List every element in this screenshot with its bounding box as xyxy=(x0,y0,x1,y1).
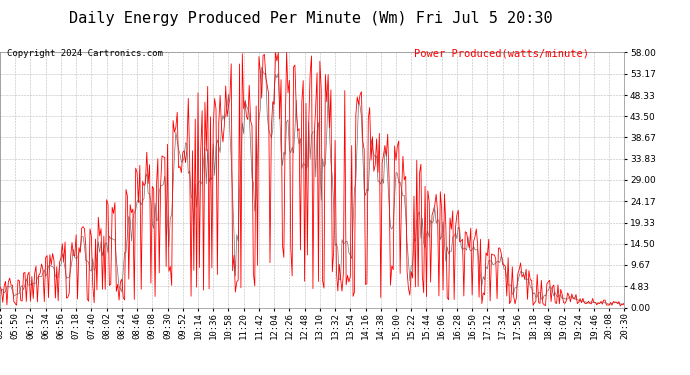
Text: Daily Energy Produced Per Minute (Wm) Fri Jul 5 20:30: Daily Energy Produced Per Minute (Wm) Fr… xyxy=(69,11,552,26)
Text: Copyright 2024 Cartronics.com: Copyright 2024 Cartronics.com xyxy=(7,49,163,58)
Text: Power Produced(watts/minute): Power Produced(watts/minute) xyxy=(414,49,589,59)
